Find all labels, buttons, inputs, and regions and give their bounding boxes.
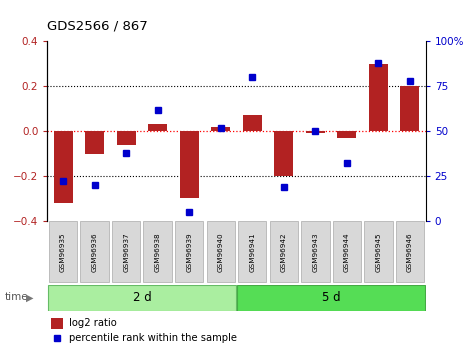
FancyBboxPatch shape	[364, 221, 393, 282]
Text: GSM96936: GSM96936	[92, 232, 97, 272]
FancyBboxPatch shape	[207, 221, 235, 282]
Text: GDS2566 / 867: GDS2566 / 867	[47, 20, 148, 33]
FancyBboxPatch shape	[270, 221, 298, 282]
Text: GSM96937: GSM96937	[123, 232, 129, 272]
Bar	[85, 131, 104, 154]
Bar	[51, 318, 62, 329]
Bar	[53, 131, 72, 203]
Text: GSM96946: GSM96946	[407, 232, 413, 272]
FancyBboxPatch shape	[396, 221, 424, 282]
Text: GSM96945: GSM96945	[376, 232, 381, 272]
Text: time: time	[5, 293, 28, 302]
Text: GSM96935: GSM96935	[60, 232, 66, 272]
FancyBboxPatch shape	[237, 285, 425, 310]
FancyBboxPatch shape	[49, 221, 77, 282]
Bar	[148, 125, 167, 131]
Text: GSM96942: GSM96942	[281, 232, 287, 272]
Text: percentile rank within the sample: percentile rank within the sample	[70, 333, 237, 343]
Bar	[243, 115, 262, 131]
FancyBboxPatch shape	[143, 221, 172, 282]
Text: GSM96938: GSM96938	[155, 232, 161, 272]
FancyBboxPatch shape	[175, 221, 203, 282]
Text: GSM96940: GSM96940	[218, 232, 224, 272]
Text: GSM96943: GSM96943	[312, 232, 318, 272]
Text: 5 d: 5 d	[322, 291, 341, 304]
Bar	[117, 131, 136, 145]
Bar	[337, 131, 356, 138]
Bar	[401, 86, 420, 131]
FancyBboxPatch shape	[333, 221, 361, 282]
Text: 2 d: 2 d	[132, 291, 151, 304]
FancyBboxPatch shape	[112, 221, 140, 282]
Bar	[369, 64, 388, 131]
FancyBboxPatch shape	[48, 285, 236, 310]
Bar	[211, 127, 230, 131]
Text: GSM96944: GSM96944	[344, 232, 350, 272]
Bar	[306, 131, 325, 133]
FancyBboxPatch shape	[238, 221, 266, 282]
Text: ▶: ▶	[26, 293, 34, 302]
FancyBboxPatch shape	[80, 221, 109, 282]
FancyBboxPatch shape	[301, 221, 330, 282]
Text: GSM96939: GSM96939	[186, 232, 192, 272]
Bar	[274, 131, 293, 176]
Text: GSM96941: GSM96941	[249, 232, 255, 272]
Text: log2 ratio: log2 ratio	[70, 318, 117, 328]
Bar	[180, 131, 199, 198]
